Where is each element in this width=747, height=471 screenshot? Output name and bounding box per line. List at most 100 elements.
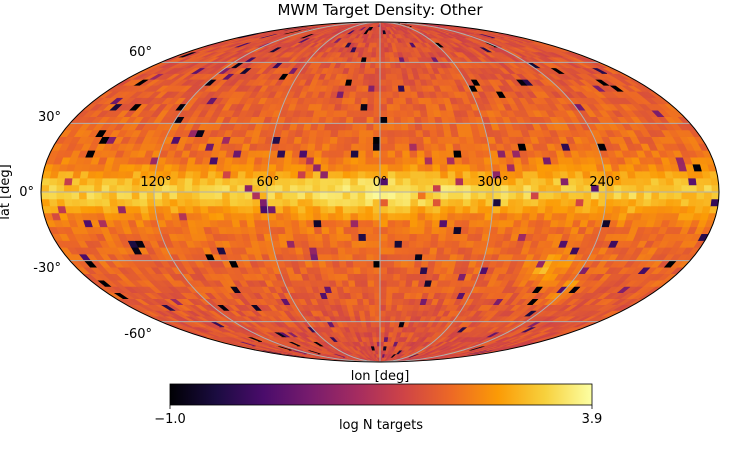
density-cell — [444, 143, 454, 151]
density-cell — [343, 143, 352, 151]
density-cell — [307, 240, 317, 248]
density-cell — [123, 191, 132, 200]
density-cell — [385, 73, 392, 80]
density-cell — [575, 184, 584, 193]
density-cell — [275, 163, 284, 172]
density-cell — [372, 191, 381, 200]
density-cell — [274, 205, 284, 214]
density-cell — [236, 184, 245, 193]
density-cell — [401, 212, 411, 221]
density-cell — [335, 143, 345, 151]
density-cell — [344, 129, 353, 137]
density-cell — [461, 212, 471, 221]
density-cell — [364, 205, 373, 214]
density-cell — [374, 321, 381, 328]
density-cell — [384, 321, 391, 328]
density-cell — [138, 198, 148, 207]
density-cell — [384, 310, 392, 317]
density-cell — [199, 170, 209, 179]
density-cell — [560, 191, 569, 200]
density-cell — [566, 205, 576, 214]
density-cell — [48, 191, 57, 200]
density-cell — [515, 191, 524, 200]
density-cell — [392, 109, 401, 118]
density-cell — [63, 184, 72, 193]
density-cell — [474, 226, 484, 234]
density-cell — [403, 292, 411, 300]
density-cell — [500, 191, 509, 200]
density-cell — [379, 279, 387, 287]
density-cell — [475, 156, 485, 165]
density-cell — [703, 184, 712, 193]
density-cell — [215, 163, 225, 172]
density-cell — [454, 170, 463, 179]
density-cell — [379, 292, 387, 300]
density-cell — [422, 143, 432, 151]
density-cell — [386, 240, 395, 248]
density-cell — [56, 198, 66, 207]
density-cell — [387, 177, 396, 186]
density-cell — [379, 212, 388, 221]
density-cell — [496, 226, 506, 234]
density-cell — [321, 240, 331, 248]
density-cell — [221, 184, 230, 193]
density-cell — [565, 163, 575, 172]
density-cell — [291, 226, 300, 234]
density-cell — [379, 310, 386, 317]
density-cell — [108, 184, 117, 193]
density-cell — [438, 226, 447, 234]
density-cell — [394, 191, 403, 200]
density-cell — [342, 219, 351, 228]
density-cell — [296, 184, 306, 193]
density-cell — [290, 156, 300, 165]
density-cell — [379, 56, 386, 63]
density-cell — [412, 266, 421, 275]
density-cell — [63, 198, 73, 207]
density-cell — [428, 129, 438, 137]
density-cell — [468, 156, 477, 165]
density-cell — [551, 170, 561, 179]
density-cell — [450, 136, 460, 144]
density-cell — [388, 56, 395, 63]
density-cell — [664, 177, 674, 186]
density-cell — [379, 240, 388, 248]
density-cell — [267, 163, 277, 172]
density-cell — [405, 103, 414, 111]
density-cell — [236, 177, 246, 186]
density-cell — [387, 205, 396, 214]
density-cell — [372, 260, 381, 268]
density-cell — [55, 184, 65, 193]
density-cell — [139, 205, 149, 214]
density-cell — [379, 331, 385, 338]
density-cell — [367, 292, 375, 300]
density-cell — [342, 226, 352, 234]
density-cell — [383, 51, 390, 58]
density-cell — [628, 184, 637, 193]
density-cell — [519, 156, 529, 165]
density-cell — [476, 163, 485, 172]
density-cell — [319, 184, 328, 193]
density-cell — [394, 198, 403, 207]
density-cell — [304, 177, 313, 186]
density-cell — [282, 163, 292, 172]
density-cell — [505, 156, 515, 165]
density-cell — [422, 240, 431, 248]
density-cell — [521, 170, 531, 179]
density-cell — [364, 219, 373, 228]
density-cell — [304, 198, 313, 207]
density-cell — [276, 150, 286, 158]
density-cell — [399, 109, 408, 118]
density-cell — [41, 198, 50, 207]
density-cell — [305, 226, 315, 234]
density-cell — [366, 103, 374, 111]
density-cell — [200, 163, 210, 172]
density-cell — [357, 163, 366, 172]
density-cell — [321, 143, 330, 151]
density-cell — [319, 212, 329, 221]
density-cell — [574, 198, 584, 207]
density-cell — [123, 198, 133, 207]
density-cell — [400, 247, 409, 255]
density-cell — [424, 177, 433, 186]
density-cell — [329, 240, 338, 248]
density-cell — [545, 191, 554, 200]
